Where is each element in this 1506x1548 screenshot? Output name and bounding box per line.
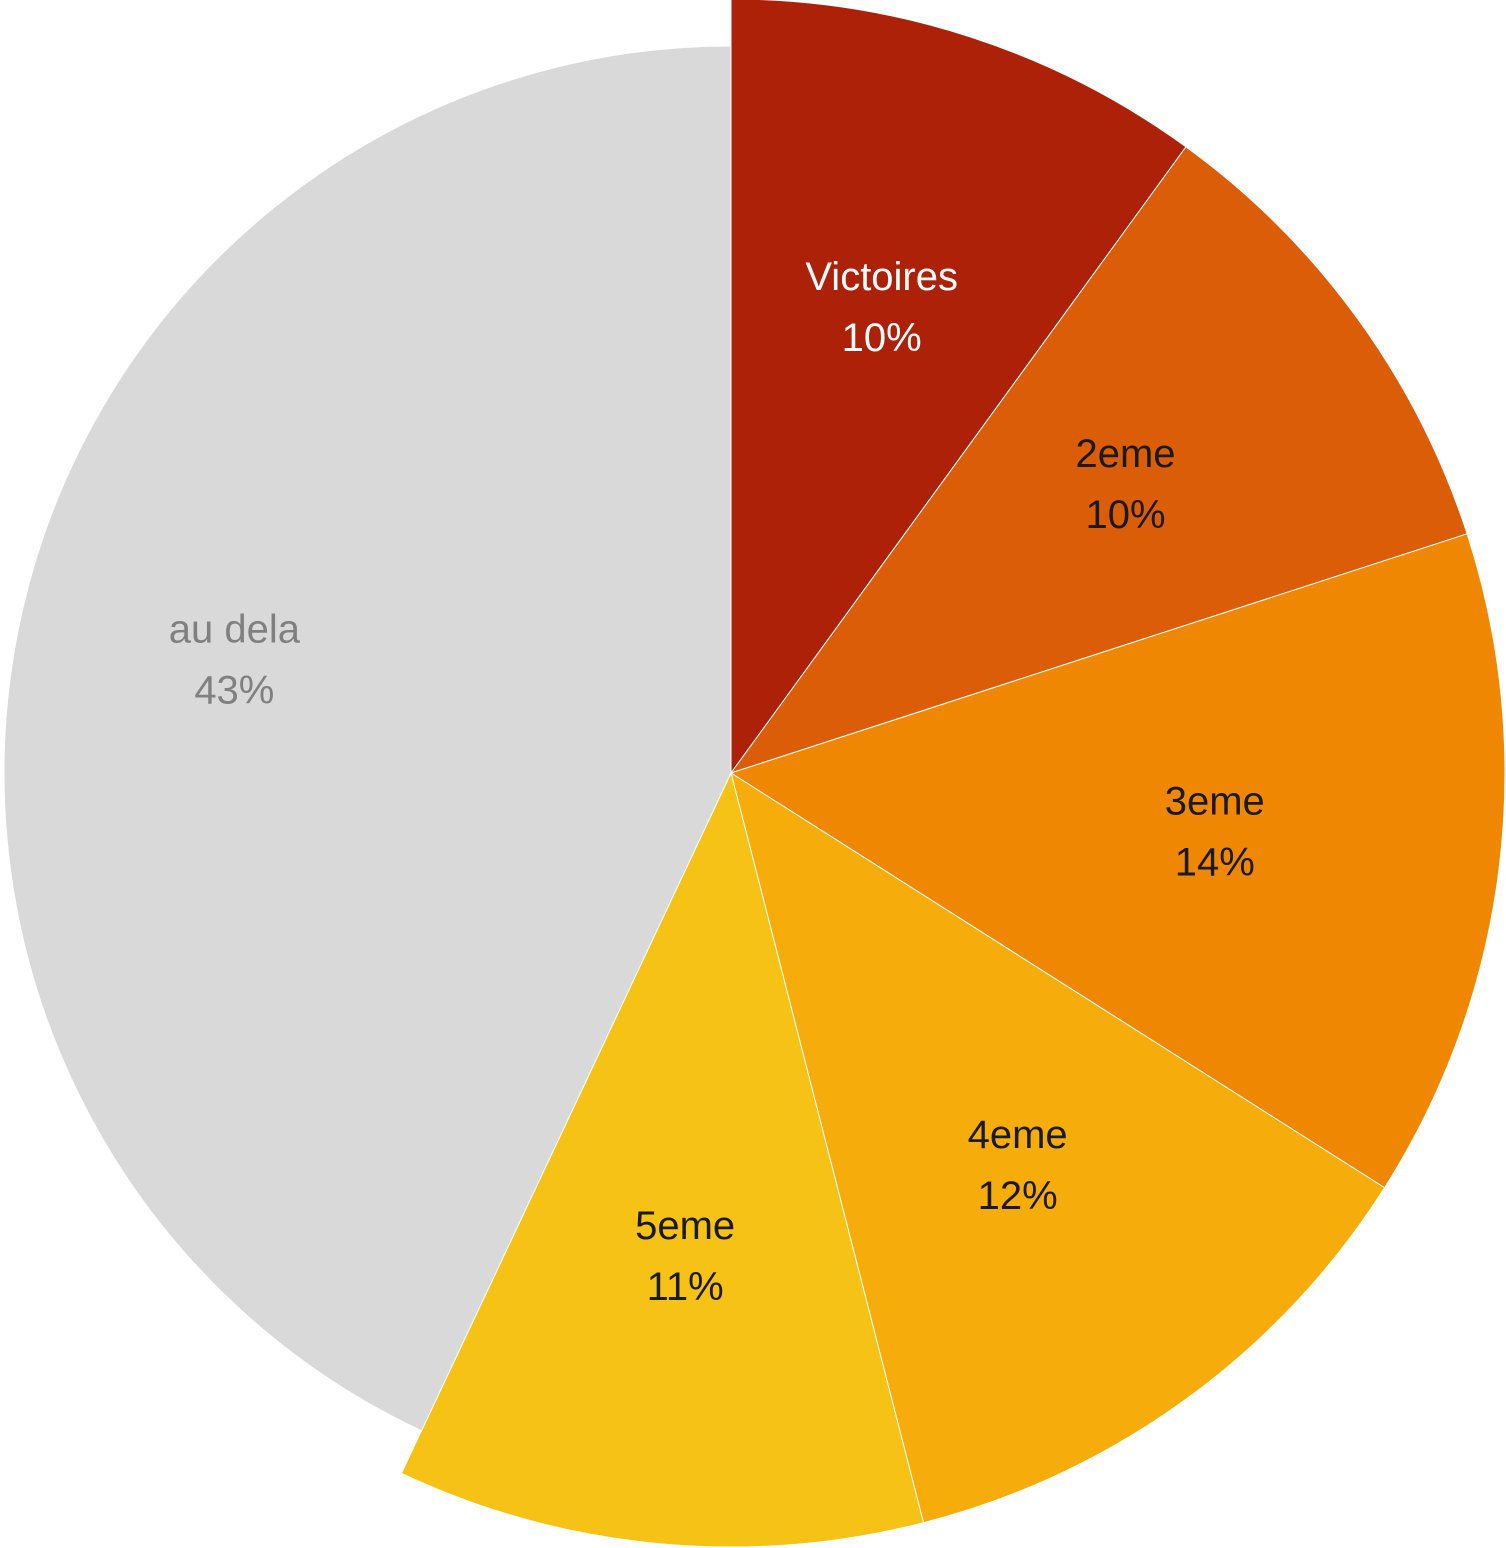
slice-label: Victoires	[805, 255, 958, 299]
slice-label: 2eme	[1075, 432, 1175, 476]
pie-slice	[730, 0, 1187, 775]
slice-value-label: 10%	[1085, 493, 1165, 537]
slice-value-label: 11%	[647, 1265, 724, 1309]
slice-label: au dela	[169, 608, 301, 652]
slice-value-label: 43%	[194, 669, 274, 713]
pie-slice	[729, 533, 1506, 1189]
slice-value-label: 10%	[842, 316, 922, 360]
pie-slice	[400, 771, 925, 1548]
slice-label: 5eme	[635, 1204, 735, 1248]
slice-label: 3eme	[1165, 780, 1265, 824]
pie-slice	[730, 771, 1386, 1524]
pie-slice	[3, 45, 732, 1432]
slice-label: 4eme	[968, 1113, 1068, 1157]
slice-value-label: 14%	[1175, 841, 1255, 885]
slice-value-label: 12%	[978, 1174, 1058, 1218]
pie-slice	[729, 146, 1468, 774]
